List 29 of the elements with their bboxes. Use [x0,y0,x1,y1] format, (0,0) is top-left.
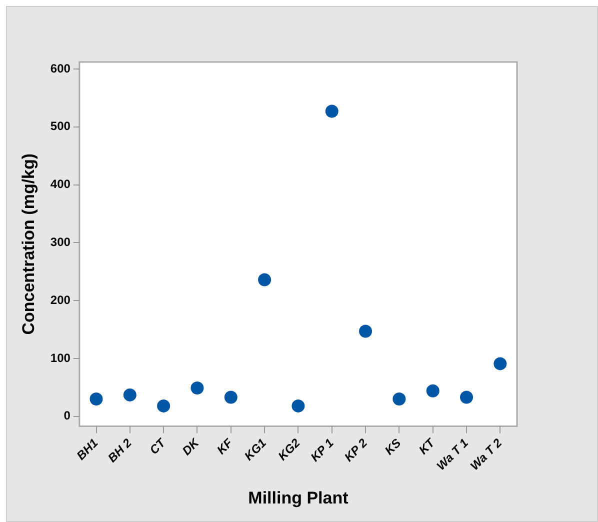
point [359,324,372,338]
y-tick-label: 200 [50,292,71,307]
x-tick-label: BH 2 [105,436,135,466]
x-tick-label: CT [146,434,170,458]
y-tick-label: 300 [50,234,71,249]
point [392,392,406,406]
x-tick-label: KS [382,436,404,458]
y-tick-label: 0 [64,408,71,423]
point [224,390,238,404]
point [90,392,103,406]
y-tick-label: 100 [50,350,71,365]
y-axis-title: Concentration (mg/kg) [18,153,38,335]
point [460,390,474,404]
y-tick-label: 400 [50,177,71,192]
y-tick-label: 600 [50,61,71,76]
point [123,388,136,402]
point [426,384,440,398]
x-axis-title: Milling Plant [248,488,349,508]
point [258,273,272,286]
point [494,357,507,370]
x-tick-label: KP 2 [342,436,370,464]
point [190,382,204,395]
point [325,104,338,118]
x-tick-label: KP 1 [308,436,337,464]
x-tick-label: DK [180,434,203,458]
point [292,399,305,412]
point [157,399,170,412]
x-tick-label: KF [214,435,236,458]
y-tick-label: 500 [50,119,71,134]
